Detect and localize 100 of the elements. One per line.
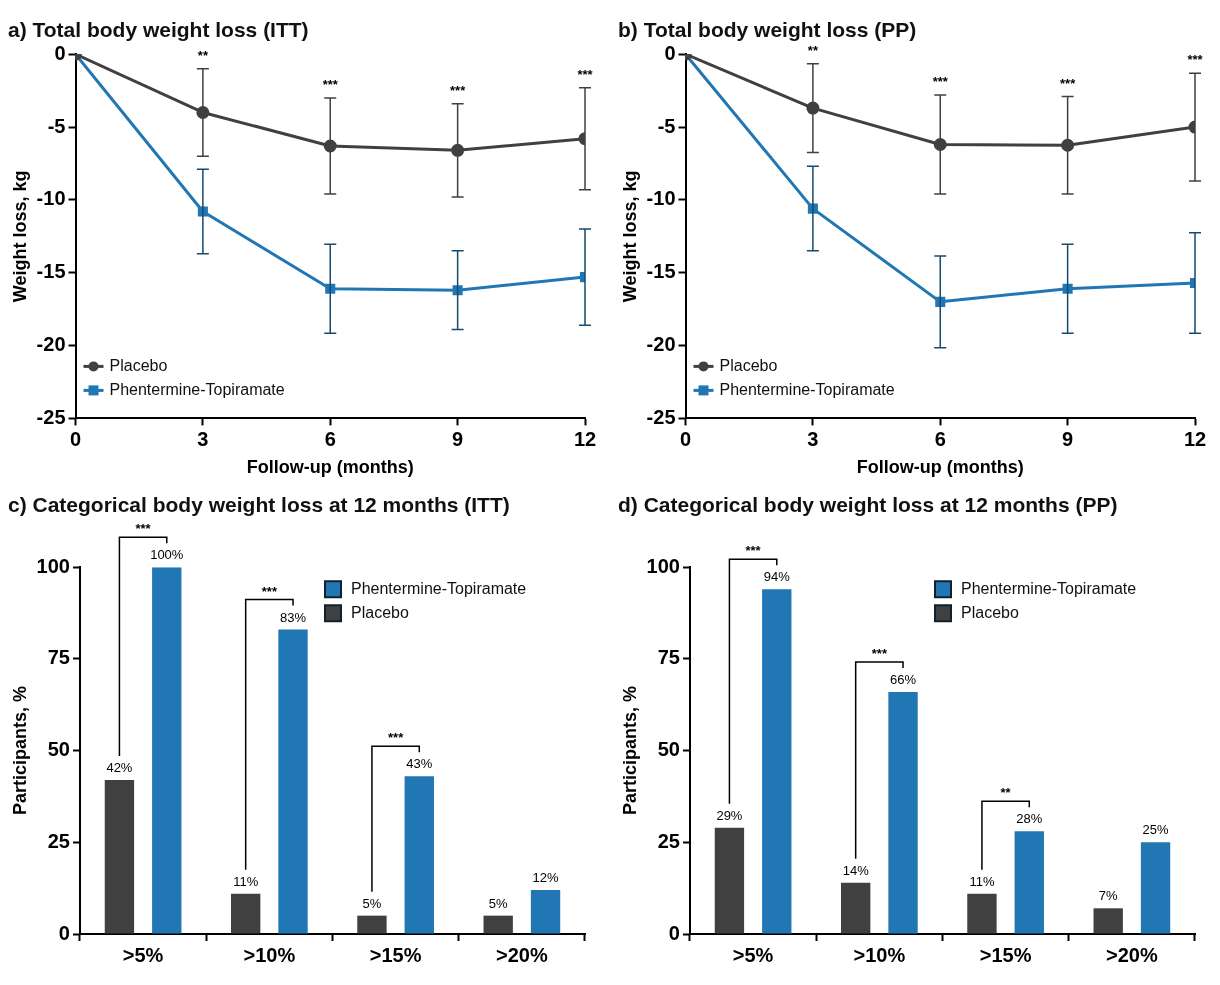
y-tick-label: -5 [47, 114, 66, 137]
data-label: 11% [233, 873, 259, 889]
text: *** [745, 543, 762, 559]
y-tick-label: -15 [36, 260, 66, 283]
bar [1093, 908, 1123, 934]
x-tick-label: 12 [573, 427, 597, 450]
bar [278, 629, 308, 934]
legend-label: Placebo [961, 603, 1019, 621]
bar [762, 589, 792, 934]
data-label: 5% [488, 895, 509, 911]
bar [714, 827, 745, 934]
data-label: 43% [406, 756, 433, 772]
y-tick-label: 100 [36, 554, 70, 577]
y-axis-title: Participants, % [619, 686, 640, 816]
x-tick-label: >20% [496, 943, 548, 966]
y-tick-label: 50 [47, 738, 70, 761]
chart-title: a) Total body weight loss (ITT) [8, 18, 309, 42]
chart-title: c) Categorical body weight loss at 12 months (ITT) [8, 493, 510, 517]
y-tick-label: 50 [657, 738, 680, 761]
annotation: *** [388, 730, 405, 746]
y-tick-label: 0 [664, 41, 676, 64]
data-label: 5% [362, 895, 382, 911]
chart-title: b) Total body weight loss (PP) [618, 18, 917, 42]
legend-label: Placebo [719, 356, 778, 374]
x-tick-label: >20% [1106, 943, 1158, 966]
legend-label: Phentermine-Topiramate [719, 380, 895, 398]
y-axis-title: Weight loss, kg [619, 170, 640, 303]
legend-label: Phentermine-Topiramate [351, 579, 527, 597]
x-tick-label: 12 [1183, 427, 1207, 450]
point [451, 143, 465, 157]
bar [357, 915, 387, 934]
x-tick-label: 6 [934, 427, 946, 450]
y-tick-label: -25 [646, 405, 676, 428]
y-axis-title: Participants, % [9, 686, 30, 816]
annotation: *** [1187, 52, 1204, 68]
data-label: 100% [150, 547, 184, 563]
x-tick-label: >5% [122, 943, 164, 966]
annotation: *** [577, 66, 594, 82]
x-tick-label: >15% [369, 943, 422, 966]
annotation: ** [197, 47, 209, 63]
bar [841, 882, 871, 934]
bar [888, 691, 918, 934]
bar [152, 567, 182, 934]
y-tick-label: 25 [47, 829, 70, 852]
bar [483, 915, 513, 934]
y-axis-title: Weight loss, kg [9, 170, 30, 303]
y-tick-label: -20 [646, 333, 676, 356]
x-tick-label: 9 [1062, 427, 1074, 450]
x-tick-label: 6 [324, 427, 336, 450]
y-tick-label: -10 [646, 187, 676, 210]
y-tick-label: -15 [646, 260, 676, 283]
x-tick-label: >15% [979, 943, 1032, 966]
legend-label: Phentermine-Topiramate [961, 579, 1137, 597]
data-label: 42% [106, 760, 133, 776]
point [1061, 138, 1075, 152]
y-tick-label: 75 [47, 646, 70, 669]
chart-title: d) Categorical body weight loss at 12 months (PP) [618, 493, 1118, 517]
data-label: 12% [532, 870, 559, 886]
bar [104, 779, 135, 934]
x-tick-label: 3 [197, 427, 209, 450]
y-tick-label: 0 [668, 921, 680, 944]
data-label: 29% [716, 807, 743, 823]
annotation: *** [932, 74, 949, 90]
annotation: *** [450, 82, 467, 98]
annotation: ** [1000, 785, 1012, 801]
annotation: *** [1060, 75, 1077, 91]
x-axis-title: Follow-up (months) [856, 457, 1024, 478]
bar [530, 889, 561, 934]
point [323, 139, 337, 153]
legend-label: Placebo [351, 603, 409, 621]
legend-label: Phentermine-Topiramate [109, 380, 285, 398]
x-axis-title: Follow-up (months) [246, 457, 414, 478]
y-tick-label: 100 [646, 554, 680, 577]
x-tick-label: >10% [853, 943, 906, 966]
x-tick-label: >5% [732, 943, 774, 966]
bar [1140, 842, 1171, 934]
x-tick-label: 3 [807, 427, 819, 450]
x-tick-label: >10% [243, 943, 296, 966]
data-label: 7% [1098, 888, 1119, 904]
legend-label: Placebo [109, 356, 168, 374]
annotation: *** [871, 645, 888, 661]
y-tick-label: 75 [657, 646, 680, 669]
y-tick-label: -5 [657, 114, 676, 137]
bar [1014, 831, 1044, 934]
y-tick-label: 0 [58, 921, 70, 944]
y-tick-label: -20 [36, 333, 66, 356]
point [933, 138, 947, 152]
data-label: 28% [1016, 811, 1043, 827]
annotation: ** [807, 42, 819, 58]
text: *** [135, 521, 152, 537]
y-tick-label: -25 [36, 405, 66, 428]
data-label: 14% [842, 862, 870, 878]
data-label: 83% [280, 609, 307, 625]
data-label: 66% [890, 671, 917, 687]
y-tick-label: 0 [54, 41, 66, 64]
annotation: *** [261, 583, 278, 599]
data-label: 11% [969, 873, 995, 889]
data-label: 94% [763, 569, 791, 585]
y-tick-label: 25 [657, 829, 680, 852]
y-tick-label: -10 [36, 187, 66, 210]
